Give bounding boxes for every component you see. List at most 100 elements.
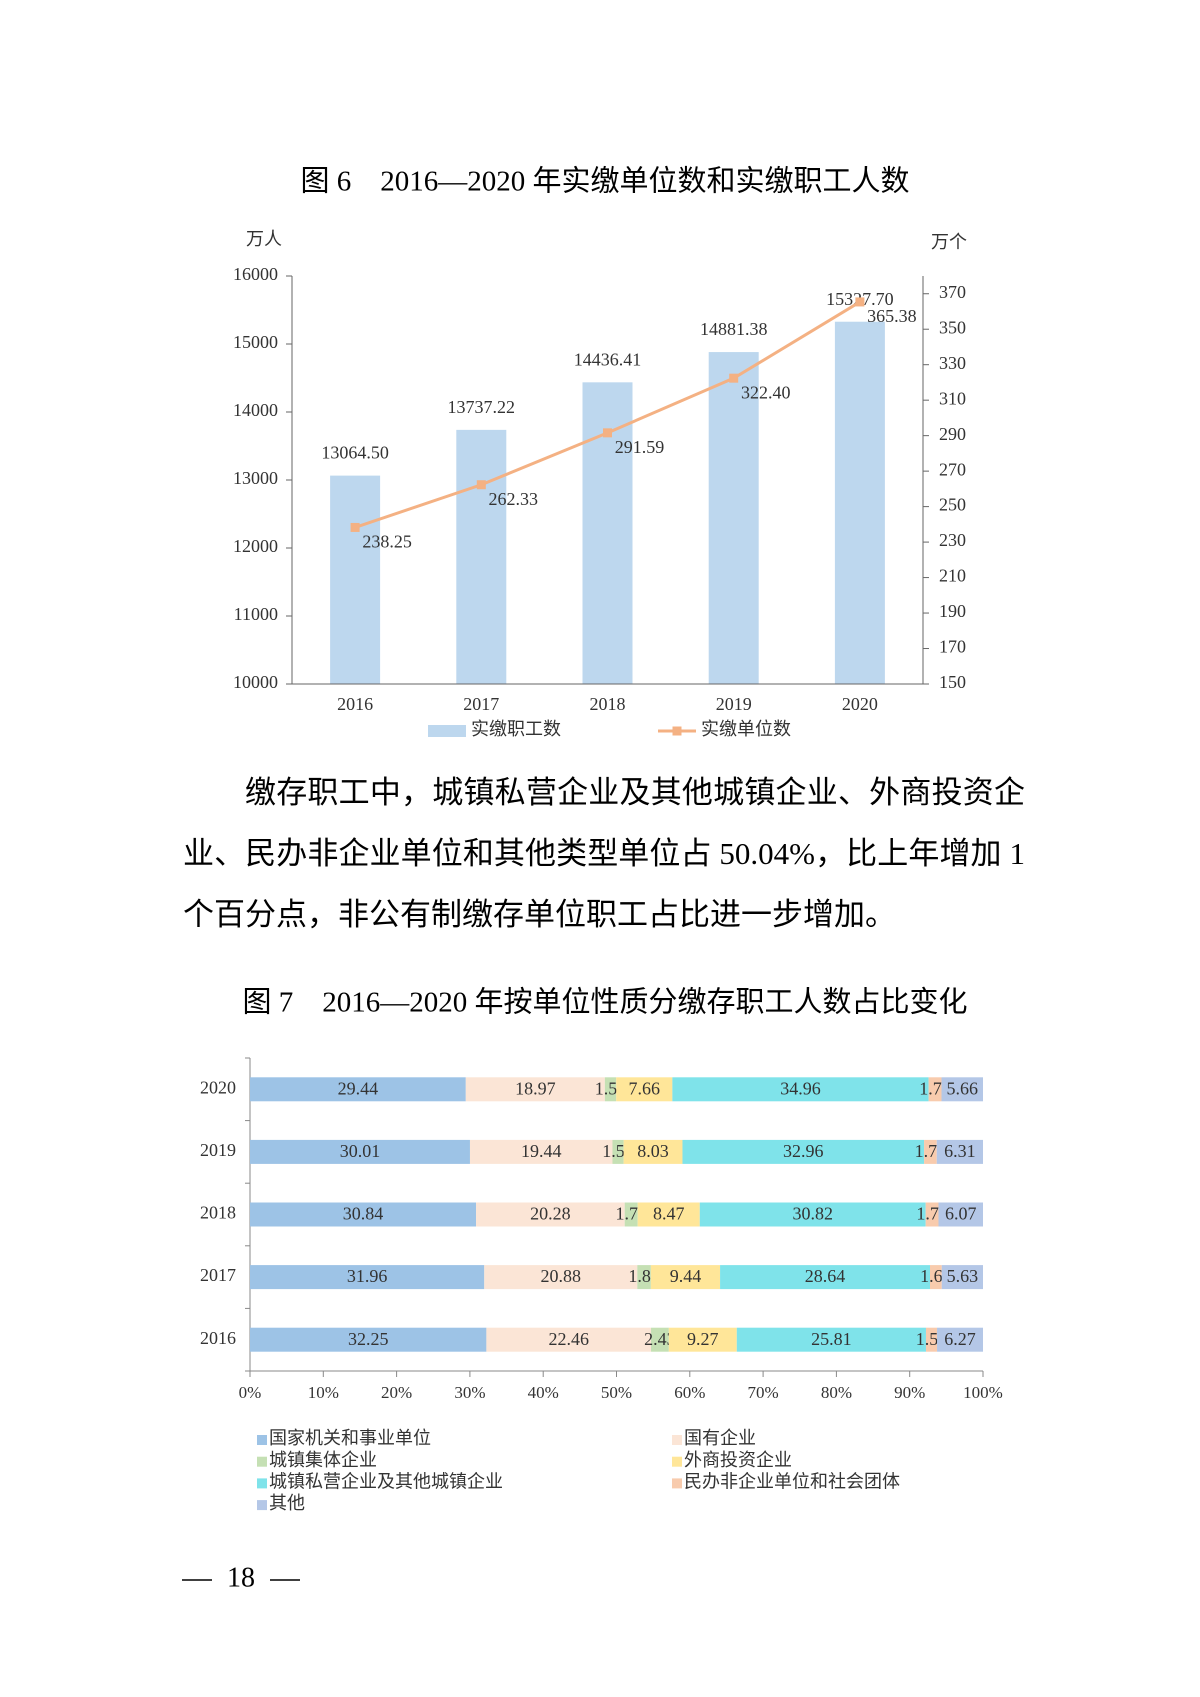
bar [582,382,633,684]
y2-tick-label: 270 [939,459,966,479]
x-tick-label: 60% [674,1383,705,1402]
data-label: 322.40 [741,382,791,402]
bar-segment [672,1077,929,1102]
chart-title: 图 7 2016—2020 年按单位性质分缴存职工人数占比变化 [242,986,967,1019]
bar-segment [930,1265,942,1290]
y-tick-label: 2017 [200,1265,236,1285]
data-label: 6.07 [945,1204,977,1224]
y2-tick-label: 210 [939,566,966,586]
line-marker [603,428,612,438]
bar-segment [623,1139,683,1164]
y-tick-label: 2016 [200,1328,236,1348]
page-number: 18 [227,1562,255,1593]
x-tick-label: 2019 [716,694,752,714]
data-label: 29.44 [338,1078,379,1098]
data-label: 30.82 [792,1204,833,1224]
bar-segment [250,1327,487,1352]
data-label: 9.27 [687,1329,719,1349]
data-label: 18.97 [515,1078,556,1098]
bar-segment [484,1265,638,1290]
data-label: 22.46 [548,1329,589,1349]
bar-segment [612,1139,624,1164]
bar-segment [469,1139,613,1164]
bar-segment [637,1202,700,1227]
data-label: 31.96 [347,1266,388,1286]
data-label: 7.66 [629,1078,661,1098]
legend-marker [672,1478,682,1489]
legend-label: 民办非企业单位和社会团体 [684,1472,900,1492]
bar-segment [941,1077,983,1102]
bar-segment [465,1077,605,1102]
legend-label: 国有企业 [684,1428,756,1448]
x-tick-label: 70% [748,1383,779,1402]
bar-segment [937,1327,983,1352]
y-tick-label: 2018 [200,1203,236,1223]
x-tick-label: 2020 [842,694,878,714]
x-tick-label: 2016 [337,694,373,714]
data-label: 365.38 [867,306,917,326]
bar-segment [651,1327,669,1352]
legend-marker [672,1456,682,1467]
bar-segment [941,1265,983,1290]
data-label: 8.47 [653,1204,685,1224]
x-tick-label: 50% [601,1383,632,1402]
x-tick-label: 90% [894,1383,925,1402]
data-label: 262.33 [489,489,539,509]
legend-label: 城镇私营企业及其他城镇企业 [269,1472,503,1492]
y2-tick-label: 290 [939,424,966,444]
data-label: 6.27 [944,1329,976,1349]
bar [456,429,507,684]
bar-segment [616,1077,673,1102]
bar-segment [720,1265,931,1290]
x-tick-label: 2018 [590,694,626,714]
data-label: 9.44 [670,1266,702,1286]
bar-segment [637,1265,651,1290]
bar-segment [650,1265,721,1290]
data-label: 30.84 [343,1204,384,1224]
y-tick-label: 10000 [233,672,278,692]
x-tick-label: 0% [239,1383,262,1402]
y2-tick-label: 230 [939,530,966,550]
bar-segment [624,1202,638,1227]
y-tick-label: 12000 [233,536,278,556]
data-label: 34.96 [780,1078,821,1098]
y-tick-label: 11000 [234,604,278,624]
x-tick-label: 20% [381,1383,412,1402]
legend-label: 国家机关和事业单位 [269,1428,431,1448]
data-label: 30.01 [340,1141,381,1161]
y-tick-label: 14000 [233,400,278,420]
y2-tick-label: 250 [939,495,966,515]
data-label: 13064.50 [321,443,389,463]
data-label: 32.25 [348,1329,389,1349]
bar-segment [486,1327,652,1352]
y2-tick-label: 310 [939,388,966,408]
bar-segment [476,1202,625,1227]
line-marker [729,373,739,383]
data-label: 25.81 [811,1329,852,1349]
legend-label: 实缴单位数 [701,719,791,739]
legend-label: 城镇集体企业 [269,1450,377,1470]
y2-tick-label: 370 [939,282,966,302]
bar-segment [925,1327,938,1352]
legend-label: 其他 [269,1493,305,1513]
line-marker [350,522,360,532]
data-label: 5.63 [947,1266,979,1286]
y2-axis-label: 万个 [931,232,967,252]
legend-label: 外商投资企业 [684,1450,792,1470]
y2-tick-label: 150 [939,672,966,692]
legend-marker [257,1478,267,1489]
data-label: 19.44 [521,1141,562,1161]
data-label: 32.96 [783,1141,824,1161]
data-label: 291.59 [615,437,665,457]
line-marker [855,297,865,307]
y-tick-label: 2020 [200,1077,236,1097]
bar [708,352,759,684]
y-axis-label: 万人 [246,229,282,249]
x-tick-label: 30% [454,1383,485,1402]
bar-segment [250,1265,485,1290]
bar-segment [936,1139,983,1164]
y2-tick-label: 170 [939,637,966,657]
bar-segment [928,1077,942,1102]
data-label: 5.66 [947,1078,979,1098]
